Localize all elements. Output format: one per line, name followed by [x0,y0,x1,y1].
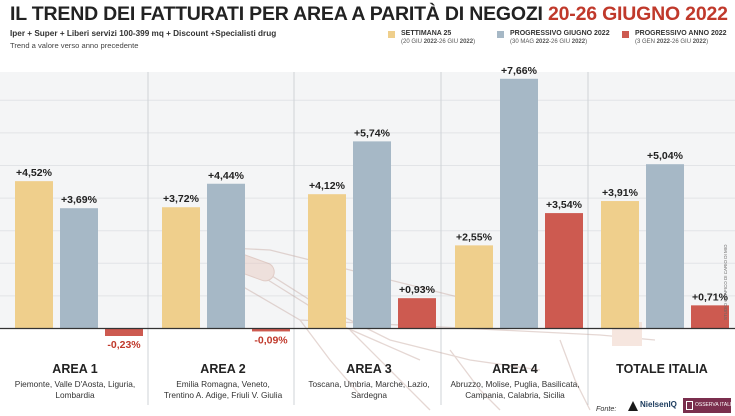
data-label: +3,69% [61,194,98,206]
cart-wire [559,339,591,411]
nielseniq-mark-icon [628,401,638,411]
data-label: +5,74% [354,127,391,139]
area-regions-3: Toscana, Umbria, Marche, Lazio, Sardegna [308,379,430,400]
bar-2 [60,208,98,329]
area-regions-2: Emilia Romagna, Veneto, Trentino A. Adige… [163,379,283,400]
cart-wire [349,329,431,411]
osserva-italia-mark-icon [686,401,693,410]
legend-label: PROGRESSIVO ANNO 2022 [635,30,727,37]
data-label: +4,12% [309,180,346,192]
legend-sublabel: (30 MAG 2022-26 GIU 2022) [510,39,588,45]
bar-1 [455,245,493,329]
data-label: -0,09% [254,334,288,346]
bar-2 [500,78,538,329]
data-label: +5,04% [647,150,684,162]
legend-swatch [497,31,504,38]
legend-label: SETTIMANA 25 [401,30,452,37]
bar-3 [691,305,729,329]
cart-wire [299,319,361,396]
chart-subtitle: Iper + Super + Liberi servizi 100-399 mq… [10,29,277,38]
chart-title-date: 20-26 GIUGNO 2022 [547,3,728,25]
cart-wire [229,247,471,301]
legend-label: PROGRESSIVO GIUGNO 2022 [510,30,610,37]
nielseniq-logo: NielsenIQ [628,399,678,413]
bar-3 [105,328,143,336]
bar-3 [545,213,583,329]
legend-sublabel: (3 GEN 2022-26 GIU 2022) [635,39,709,45]
legend-swatch [622,31,629,38]
osserva-italia-logo-text: OSSERVA ITALIA [695,402,735,408]
area-regions-1: Piemonte, Valle D'Aosta, Liguria, Lombard… [14,379,136,400]
data-label: -0,23% [107,339,141,351]
data-label: +0,71% [692,291,729,303]
bar-3 [252,328,290,332]
bar-3 [398,298,436,329]
bar-1 [162,207,200,329]
bar-2 [207,183,245,329]
area-name-totale: TOTALE ITALIA [616,362,708,376]
data-label: +2,55% [456,231,493,243]
chart-title-main: IL TREND DEI FATTURATI PER AREA A PARITÀ… [10,3,543,25]
data-label: +7,66% [501,65,538,77]
source-label: Fonte: [596,404,617,413]
osserva-italia-logo: OSSERVA ITALIA [683,398,735,413]
area-regions-4: Abruzzo, Molise, Puglia, Basilicata, Camp… [450,379,580,400]
bar-1 [601,201,639,329]
area-name-4: AREA 4 [492,362,538,376]
bar-1 [308,194,346,329]
cart-wire [449,349,501,411]
data-label: +3,91% [602,187,639,199]
data-label: +4,52% [16,167,53,179]
bar-2 [353,141,391,329]
area-name-2: AREA 2 [200,362,246,376]
chart-note: Trend a valore verso anno precedente [10,41,139,50]
chart-title: IL TREND DEI FATTURATI PER AREA A PARITÀ… [10,3,728,26]
data-label: +4,44% [208,170,245,182]
nielseniq-logo-text: NielsenIQ [640,400,677,409]
area-name-3: AREA 3 [346,362,392,376]
area-name-1: AREA 1 [52,362,98,376]
data-label: +3,54% [546,199,583,211]
data-label: +0,93% [399,284,436,296]
bar-1 [15,181,53,329]
legend-swatch [388,31,395,38]
data-label: +3,72% [163,193,200,205]
cart-wire [249,261,541,371]
legend-sublabel: (20 GIU 2022-26 GIU 2022) [401,39,476,45]
bar-2 [646,164,684,329]
graphic-credit: STUDIO GRAFICO DI CARIO DI MIO [723,244,728,320]
